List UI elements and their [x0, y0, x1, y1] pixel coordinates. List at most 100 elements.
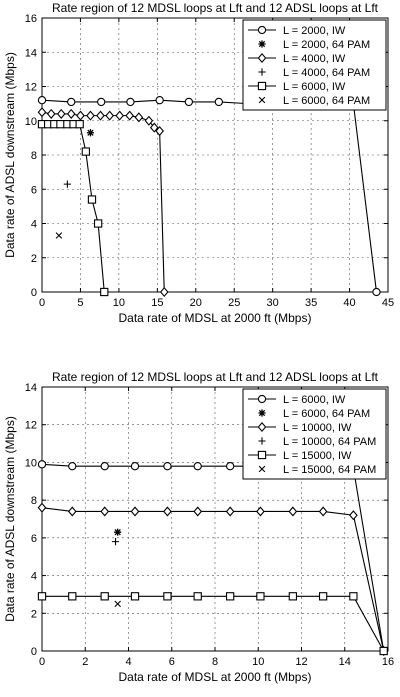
legend-marker	[257, 25, 267, 35]
data-point	[130, 462, 140, 471]
data-point	[144, 115, 154, 126]
data-point	[97, 97, 106, 107]
data-point	[87, 195, 97, 204]
series-1	[86, 129, 95, 137]
y-tick-label: 12	[25, 420, 37, 432]
chart-title: Rate region of 12 MDSL loops at Lft and …	[52, 370, 379, 384]
y-tick-label: 14	[25, 382, 37, 394]
legend-item: L = 15000, 64 PAM	[258, 464, 376, 476]
data-point	[100, 506, 110, 517]
y-tick-label: 0	[31, 646, 37, 658]
data-point	[111, 538, 120, 546]
data-point	[37, 592, 47, 601]
data-point	[115, 110, 124, 121]
y-tick-label: 8	[31, 150, 37, 162]
y-tick-label: 6	[31, 533, 37, 545]
series-3	[111, 538, 120, 546]
data-point	[68, 592, 77, 601]
data-point	[193, 592, 202, 601]
chart-bottom: Rate region of 12 MDSL loops at Lft and …	[3, 370, 394, 684]
data-point	[56, 120, 65, 129]
y-tick-label: 14	[25, 47, 37, 59]
data-point	[76, 110, 85, 121]
data-point	[155, 125, 164, 137]
data-point	[214, 97, 223, 107]
legend-label: L = 10000, IW	[283, 422, 352, 434]
data-point	[100, 462, 109, 471]
legend-marker	[257, 394, 267, 404]
data-point	[37, 502, 47, 513]
data-point	[318, 506, 328, 517]
legend-label: L = 15000, 64 PAM	[283, 464, 376, 476]
x-tick-label: 8	[212, 656, 218, 668]
legend-label: L = 6000, 64 PAM	[283, 95, 370, 107]
data-point	[67, 97, 76, 107]
data-point	[163, 592, 172, 601]
x-tick-label: 0	[39, 656, 45, 668]
y-tick-label: 4	[31, 571, 37, 583]
series-2	[37, 502, 388, 657]
y-tick-label: 4	[31, 219, 37, 231]
legend: L = 6000, IW L = 6000, 64 PAM L = 10000, I…	[242, 388, 387, 480]
data-point	[318, 592, 328, 601]
data-point	[63, 180, 71, 188]
legend: L = 2000, IW L = 2000, 64 PAM L = 4000, IW…	[242, 19, 387, 111]
x-tick-label: 4	[125, 656, 131, 668]
data-point	[56, 108, 66, 119]
data-point	[93, 219, 103, 228]
data-point	[37, 460, 47, 469]
data-point	[86, 129, 95, 137]
legend-label: L = 15000, IW	[283, 450, 352, 462]
legend-marker	[257, 52, 267, 64]
legend-item: L = 6000, IW	[248, 81, 346, 93]
legend-item: L = 10000, 64 PAM	[258, 436, 376, 448]
legend-item: L = 2000, 64 PAM	[258, 39, 370, 51]
series-5	[55, 232, 63, 239]
legend-box	[242, 388, 387, 480]
data-point	[96, 110, 105, 121]
data-point	[37, 107, 47, 118]
y-tick-label: 12	[25, 82, 37, 94]
data-point	[163, 462, 172, 471]
legend-marker	[257, 81, 267, 91]
legend-item: L = 6000, 64 PAM	[258, 408, 370, 420]
x-axis-label: Data rate of MDSL at 2000 ft (Mbps)	[119, 670, 312, 684]
data-point	[134, 112, 144, 123]
x-tick-label: 16	[382, 656, 394, 668]
x-tick-label: 0	[39, 297, 45, 309]
chart-top: Rate region of 12 MDSL loops at Lft and …	[3, 1, 394, 325]
y-tick-label: 6	[31, 184, 37, 196]
data-point	[114, 600, 121, 608]
legend-item: L = 4000, 64 PAM	[258, 67, 370, 79]
x-tick-label: 45	[382, 297, 394, 309]
y-axis-label: Data rate of ADSL downstream (Mbps)	[3, 416, 17, 622]
data-point	[163, 506, 172, 517]
legend-box	[242, 19, 387, 111]
data-point	[67, 506, 77, 517]
series-5	[114, 600, 121, 608]
legend-label: L = 4000, IW	[283, 53, 346, 65]
data-point	[225, 462, 235, 471]
data-point	[130, 592, 140, 601]
y-axis-label: Data rate of ADSL downstream (Mbps)	[3, 52, 17, 258]
x-tick-label: 10	[252, 656, 264, 668]
series-line	[42, 595, 385, 652]
data-point	[288, 506, 298, 517]
data-point	[81, 147, 90, 156]
data-point	[225, 506, 235, 517]
x-tick-label: 5	[77, 297, 83, 309]
data-point	[372, 287, 381, 297]
data-point	[256, 592, 265, 601]
legend-marker	[258, 40, 266, 48]
legend-label: L = 4000, 64 PAM	[283, 67, 370, 79]
data-point	[155, 96, 164, 105]
legend-marker	[258, 437, 266, 445]
legend-label: L = 2000, IW	[283, 25, 346, 37]
data-point	[114, 528, 122, 536]
y-tick-label: 8	[31, 495, 37, 507]
legend-marker	[257, 450, 267, 460]
data-point	[193, 462, 202, 471]
legend-item: L = 6000, IW	[248, 394, 346, 406]
data-point	[86, 110, 95, 121]
x-tick-label: 25	[228, 297, 240, 309]
